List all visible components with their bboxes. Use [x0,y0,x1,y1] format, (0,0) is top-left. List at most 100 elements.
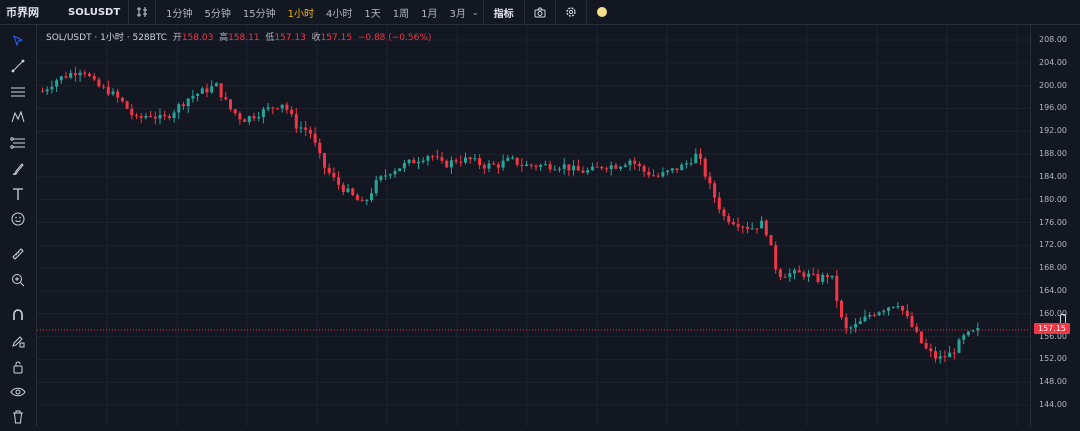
candle-body [887,307,890,311]
timeframe-5m[interactable]: 5分钟 [204,8,231,20]
candle-body [934,351,937,359]
timeframe-4h[interactable]: 4小时 [326,8,353,20]
candle-body [78,72,82,76]
candle-body [854,323,858,328]
candle-body [755,228,759,230]
zoom-icon[interactable] [8,270,28,290]
candle-body [290,109,294,115]
candle-body [703,158,707,177]
candle-body [163,114,167,117]
candle-body [327,167,331,173]
magnet-icon[interactable] [8,305,28,325]
pencil-lock-icon[interactable] [8,331,28,351]
candle-body [872,315,876,317]
candle-body [257,117,261,119]
timeframe-15m[interactable]: 15分钟 [242,8,276,20]
candle-body [731,222,735,225]
candle-body [116,91,120,98]
compare-icon[interactable] [129,0,157,24]
candle-body [943,356,947,358]
candle-body [633,160,637,164]
candle-body [760,220,764,229]
candle-body [459,161,463,163]
candle-body [938,356,942,359]
candle-body [355,195,359,201]
candle-body [412,159,416,164]
candle-body [464,157,467,163]
timeframe-1h[interactable]: 1小时 [287,8,315,20]
candle-body [167,116,171,118]
candle-body [684,163,688,165]
y-tick-label: 156.00 [1039,331,1067,341]
emoji-icon[interactable] [8,209,28,229]
cursor-icon[interactable] [8,31,28,51]
candle-body [55,80,59,87]
candle-body [417,161,420,164]
candle-body [210,86,214,93]
candle-body [736,224,740,227]
candle-body [821,274,825,282]
candle-body [689,163,693,165]
trend-line-icon[interactable] [8,56,28,76]
candle-body [426,156,430,161]
ruler-icon[interactable] [8,244,28,264]
symbol-selector[interactable]: SOLUSDT [54,0,130,24]
candle-body [177,104,181,113]
candle-body [924,343,928,349]
pattern-icon[interactable] [8,107,28,127]
candle-body [487,163,491,169]
candle-body [449,160,453,168]
y-tick-label: 168.00 [1039,263,1067,273]
timeframe-group: 1分钟 5分钟 15分钟 1小时 4小时 1天 1周 1月 3月 ⌄ [156,0,484,24]
candle-body [840,300,843,318]
y-tick-label: 184.00 [1039,171,1067,181]
candle-body [778,269,782,277]
candle-body [595,166,599,168]
timeframe-1mo[interactable]: 1月 [421,8,438,20]
candle-body [905,310,909,317]
eye-icon[interactable] [8,382,28,402]
candle-body [567,164,571,171]
candle-body [764,220,768,236]
lock-icon[interactable] [8,357,28,377]
candle-body [379,176,383,180]
candle-body [186,98,190,107]
horizontal-lines-icon[interactable] [8,82,28,102]
candle-body [727,216,731,223]
close-value: 157.15 [320,33,353,43]
gear-icon[interactable] [556,0,587,24]
candle-body [581,170,585,173]
timeframe-1d[interactable]: 1天 [364,8,381,20]
candle-body [576,165,580,171]
candle-body [962,335,966,340]
candle-body [548,164,552,170]
timeframe-1m[interactable]: 1分钟 [166,8,193,20]
chevron-down-icon[interactable]: ⌄ [471,7,479,17]
candle-body [666,170,670,173]
candle-body [543,164,547,166]
y-tick-label: 144.00 [1039,400,1067,409]
candlestick-chart[interactable] [37,25,1030,427]
text-icon[interactable] [8,184,28,204]
candle-body [83,72,87,74]
brush-icon[interactable] [8,159,28,179]
candle-body [539,164,543,167]
logo: 币界网 [6,6,39,19]
candle-body [793,270,796,274]
camera-icon[interactable] [525,0,556,24]
timeframe-3mo[interactable]: 3月 [449,8,466,20]
candle-body [224,97,228,100]
timeframe-1w[interactable]: 1周 [392,8,410,20]
candle-body [816,274,820,282]
indicators-button[interactable]: 指标 [484,0,525,24]
chart-area[interactable] [37,25,1030,427]
theme-toggle-icon[interactable] [587,0,617,24]
candle-body [318,142,322,154]
candle-body [102,86,106,88]
candle-body [722,209,726,217]
y-tick-label: 196.00 [1039,103,1067,113]
price-axis[interactable]: 208.00 204.00 200.00 196.00 192.00 188.00 184.… [1030,25,1080,427]
change-value: −0.88 (−0.56%) [357,33,432,43]
trash-icon[interactable] [8,407,28,427]
fib-icon[interactable] [8,133,28,153]
